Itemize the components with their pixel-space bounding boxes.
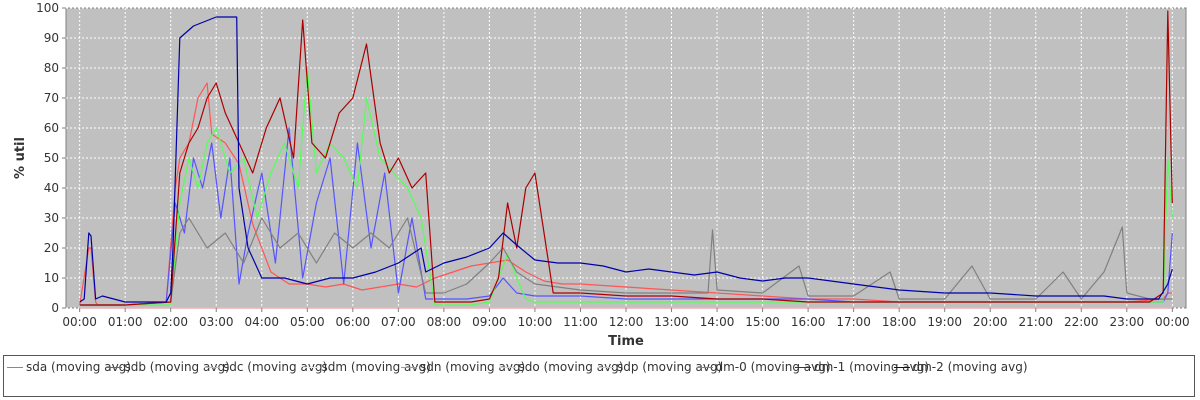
legend-swatch: [893, 367, 910, 368]
legend-swatch: [499, 367, 516, 368]
x-tick-label: 02:00: [153, 315, 188, 329]
legend-swatch: [7, 367, 23, 368]
legend-item: dm-0 (moving avg): [696, 359, 831, 375]
x-tick-label: 08:00: [427, 315, 462, 329]
legend-swatch: [795, 367, 811, 368]
x-tick-label: 23:00: [1110, 315, 1145, 329]
legend-item: sdo (moving avg): [499, 359, 624, 375]
y-tick-label: 60: [44, 121, 59, 135]
y-tick-label: 0: [51, 301, 59, 315]
x-tick-label: 10:00: [518, 315, 553, 329]
x-tick-label: 06:00: [336, 315, 371, 329]
legend-label: sda (moving avg): [26, 360, 131, 374]
x-tick-label: 00:00: [1155, 315, 1190, 329]
legend-label: sdb (moving avg): [124, 360, 230, 374]
x-tick-label: 13:00: [654, 315, 689, 329]
y-tick-label: 50: [44, 151, 59, 165]
x-tick-label: 03:00: [199, 315, 234, 329]
y-tick-label: 20: [44, 241, 59, 255]
y-tick-label: 70: [44, 91, 59, 105]
legend-label: sdc (moving avg): [223, 360, 328, 374]
legend-swatch: [302, 367, 319, 368]
legend-item: dm-1 (moving avg): [795, 359, 929, 375]
legend: sda (moving avg) sdb (moving avg) sdc (mov…: [3, 355, 1195, 397]
legend-swatch: [598, 367, 614, 368]
series-line-8: [79, 10, 1173, 306]
legend-item: dm-2 (moving avg): [893, 359, 1028, 375]
x-tick-label: 15:00: [745, 315, 780, 329]
x-tick-label: 20:00: [973, 315, 1008, 329]
series-line-7: [79, 217, 1173, 306]
x-tick-label: 09:00: [472, 315, 507, 329]
legend-item: sdp (moving avg): [598, 359, 722, 375]
legend-swatch: [204, 367, 220, 368]
x-tick-label: 22:00: [1064, 315, 1099, 329]
axes: 0 10 20 30 40 50 60 70 80 90 100 00:00 01:00 02:00 03:…: [36, 1, 1190, 329]
x-tick-label: 16:00: [791, 315, 826, 329]
legend-item: sdn (moving avg): [401, 359, 525, 375]
y-tick-label: 40: [44, 181, 59, 195]
legend-item: sdb (moving avg): [105, 359, 230, 375]
legend-label: sdp (moving avg): [617, 360, 723, 374]
legend-item: sdc (moving avg): [204, 359, 327, 375]
y-tick-label: 90: [44, 31, 59, 45]
y-axis-label: % util: [13, 137, 28, 179]
x-tick-label: 17:00: [836, 315, 871, 329]
y-tick-label: 100: [36, 1, 59, 15]
x-tick-label: 01:00: [108, 315, 143, 329]
line-chart: 0 10 20 30 40 50 60 70 80 90 100 00:00 01:00 02:00 03:…: [13, 1, 1190, 349]
legend-label: sdm (moving avg): [321, 360, 431, 374]
x-tick-label: 11:00: [563, 315, 598, 329]
x-tick-label: 14:00: [700, 315, 735, 329]
legend-label: dm-0 (moving avg): [715, 360, 831, 374]
x-tick-label: 18:00: [882, 315, 917, 329]
legend-label: sdn (moving avg): [420, 360, 526, 374]
x-tick-label: 04:00: [244, 315, 279, 329]
y-tick-label: 80: [44, 61, 59, 75]
x-tick-label: 05:00: [290, 315, 325, 329]
x-tick-label: 19:00: [927, 315, 962, 329]
x-tick-label: 12:00: [609, 315, 644, 329]
legend-label: sdo (moving avg): [518, 360, 624, 374]
series-line-9: [79, 16, 1173, 303]
y-tick-label: 10: [44, 271, 59, 285]
x-tick-label: 00:00: [62, 315, 97, 329]
legend-swatch: [105, 367, 122, 368]
x-axis-label: Time: [608, 334, 644, 349]
legend-label: dm-1 (moving avg): [814, 360, 930, 374]
legend-item: sdm (moving avg): [302, 359, 431, 375]
x-tick-label: 21:00: [1018, 315, 1053, 329]
legend-swatch: [696, 367, 713, 368]
legend-label: dm-2 (moving avg): [912, 360, 1028, 374]
x-tick-label: 07:00: [381, 315, 416, 329]
legend-swatch: [401, 367, 417, 368]
legend-item: sda (moving avg): [7, 359, 131, 375]
y-tick-label: 30: [44, 211, 59, 225]
